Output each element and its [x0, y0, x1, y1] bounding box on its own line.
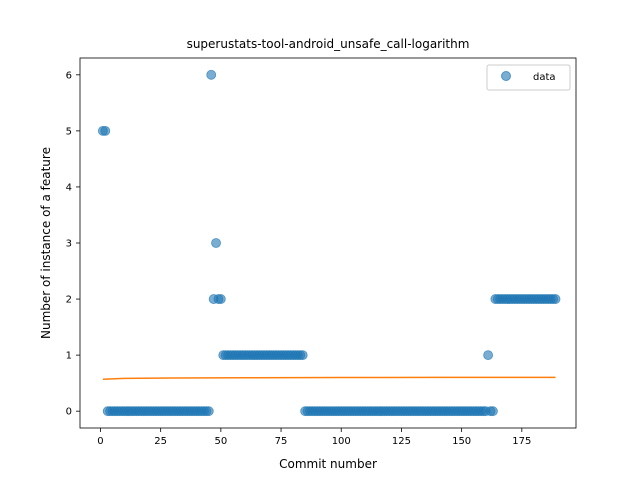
- x-axis-label: Commit number: [279, 457, 377, 471]
- legend: data: [486, 64, 571, 91]
- data-point: [215, 294, 226, 304]
- y-tick-label: 3: [66, 239, 72, 250]
- x-tick-label: 125: [392, 436, 411, 447]
- legend-marker: [501, 71, 511, 81]
- data-point: [297, 350, 308, 361]
- trend-line: [102, 376, 556, 380]
- axes-frame: [79, 57, 577, 429]
- y-tick-label: 6: [66, 70, 72, 81]
- data-point: [100, 125, 111, 136]
- x-tick-label: 50: [214, 436, 227, 447]
- x-tick-label: 25: [154, 436, 167, 447]
- x-tick-label: 100: [332, 436, 351, 447]
- data-point: [211, 238, 221, 248]
- chart-marks: [97, 69, 561, 417]
- y-tick-label: 0: [66, 407, 72, 418]
- x-tick-label: 0: [97, 436, 103, 447]
- chart-title: superustats-tool-android_unsafe_call-log…: [187, 37, 470, 51]
- x-tick-label: 75: [275, 436, 288, 447]
- data-point: [483, 350, 494, 361]
- y-axis-label: Number of instance of a feature: [39, 147, 53, 339]
- y-tick-label: 5: [66, 126, 72, 137]
- data-point: [206, 69, 217, 80]
- y-tick-label: 2: [66, 295, 72, 306]
- y-tick-label: 4: [66, 182, 72, 193]
- x-tick-label: 150: [452, 436, 471, 447]
- x-axis-ticks: 0 25 50 75 100 125 150 175: [97, 428, 531, 447]
- y-tick-label: 1: [66, 351, 72, 362]
- data-point: [203, 406, 214, 417]
- legend-label: data: [533, 72, 556, 83]
- data-point: [488, 406, 498, 417]
- x-tick-label: 175: [512, 436, 531, 447]
- chart-title-text: superustats-tool-android_unsafe_call-log…: [187, 37, 470, 51]
- data-point: [550, 294, 561, 304]
- legend-box: [486, 64, 571, 91]
- y-axis-ticks: 0 1 2 3 4 5 6: [66, 70, 80, 418]
